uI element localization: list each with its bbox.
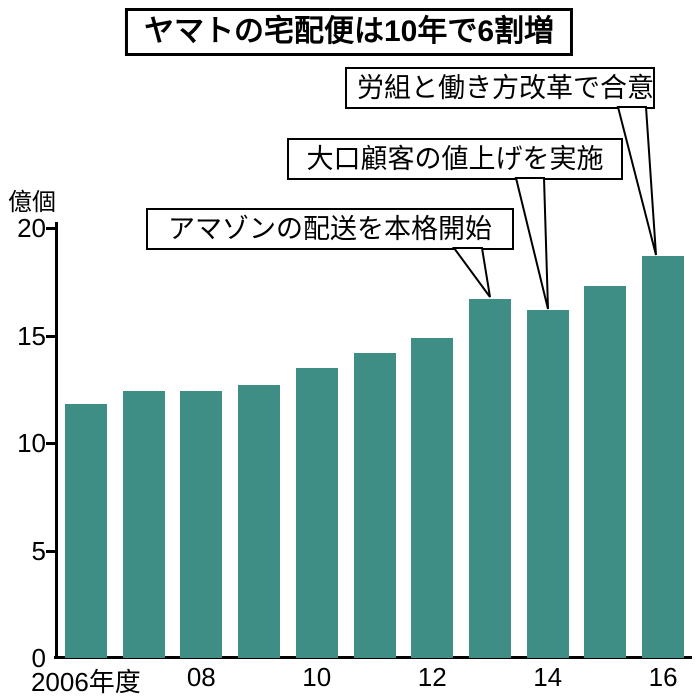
x-axis-labels: 2006年度 08 10 12 14 16	[0, 662, 698, 697]
y-axis-unit-label: 億個	[8, 189, 56, 216]
y-tick-mark-15	[46, 334, 56, 338]
bar-2008	[180, 391, 223, 658]
bar-2009	[238, 385, 281, 658]
annotation-union-reform: 労組と働き方改革で合意	[345, 67, 655, 109]
y-axis-line	[55, 222, 58, 658]
bar-2013	[468, 299, 511, 658]
annotation-price-increase: 大口顧客の値上げを実施	[287, 138, 623, 180]
bars-layer	[57, 228, 692, 658]
bar-2015	[584, 286, 627, 658]
x-tick-label-2014: 14	[533, 662, 563, 692]
x-tick-label-2016: 16	[648, 662, 678, 692]
annotation-amazon-delivery: アマゾンの配送を本格開始	[146, 208, 514, 250]
y-tick-label-5: 5	[31, 535, 46, 566]
bar-2007	[122, 391, 165, 658]
x-tick-label-2012: 12	[417, 662, 447, 692]
y-axis-ticks: 0 5 10 15 20	[0, 0, 60, 698]
x-tick-label-2006: 2006年度	[30, 667, 141, 697]
chart-title: ヤマトの宅配便は10年で6割増	[124, 8, 574, 56]
bar-2014	[526, 310, 569, 658]
y-tick-label-20: 20	[17, 213, 46, 243]
bar-2012	[411, 338, 454, 658]
y-tick-mark-20	[46, 227, 56, 230]
y-tick-label-10: 10	[17, 428, 46, 458]
bar-2006	[64, 404, 107, 658]
bar-2016	[642, 256, 685, 658]
bar-2010	[295, 368, 338, 658]
y-tick-label-15: 15	[17, 320, 46, 351]
y-tick-mark-10	[46, 442, 56, 445]
x-tick-label-2008: 08	[186, 662, 216, 692]
y-tick-mark-5	[46, 549, 56, 553]
x-tick-label-2010: 10	[302, 662, 332, 692]
y-tick-label-0: 0	[31, 643, 46, 673]
bar-2011	[353, 353, 396, 658]
